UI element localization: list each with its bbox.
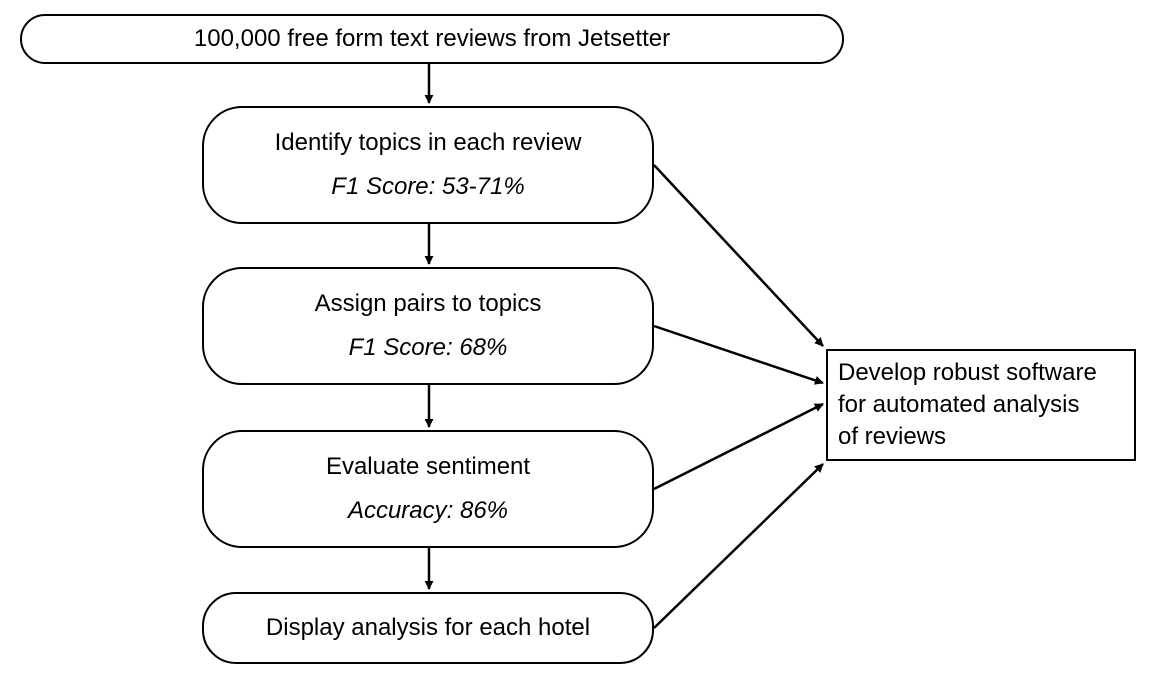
step-metric: F1 Score: 53-71%	[331, 173, 525, 200]
step-assign-pairs: Assign pairs to topics F1 Score: 68%	[202, 267, 654, 385]
step-title: Assign pairs to topics	[314, 290, 542, 317]
arrow-pairs-to-goal	[653, 324, 824, 385]
step-identify-topics: Identify topics in each review F1 Score:…	[202, 106, 654, 224]
arrow-sentiment-to-goal	[653, 402, 824, 491]
arrow-topics-to-goal	[653, 164, 824, 347]
step-metric: F1 Score: 68%	[348, 334, 508, 361]
source-node: 100,000 free form text reviews from Jets…	[20, 14, 844, 64]
goal-node: Develop robust software for automated an…	[826, 349, 1136, 461]
step-evaluate-sentiment: Evaluate sentiment Accuracy: 86%	[202, 430, 654, 548]
step-title: Evaluate sentiment	[325, 453, 531, 480]
step-display-analysis: Display analysis for each hotel	[202, 592, 654, 664]
step-title: Display analysis for each hotel	[265, 614, 591, 641]
step-title: Identify topics in each review	[274, 129, 582, 156]
step-metric: Accuracy: 86%	[347, 497, 509, 524]
arrow-display-to-goal	[653, 463, 824, 629]
source-label: 100,000 free form text reviews from Jets…	[193, 25, 671, 52]
goal-line: for automated analysis	[838, 391, 1080, 418]
goal-line: Develop robust software	[838, 359, 1097, 386]
goal-line: of reviews	[838, 423, 947, 450]
